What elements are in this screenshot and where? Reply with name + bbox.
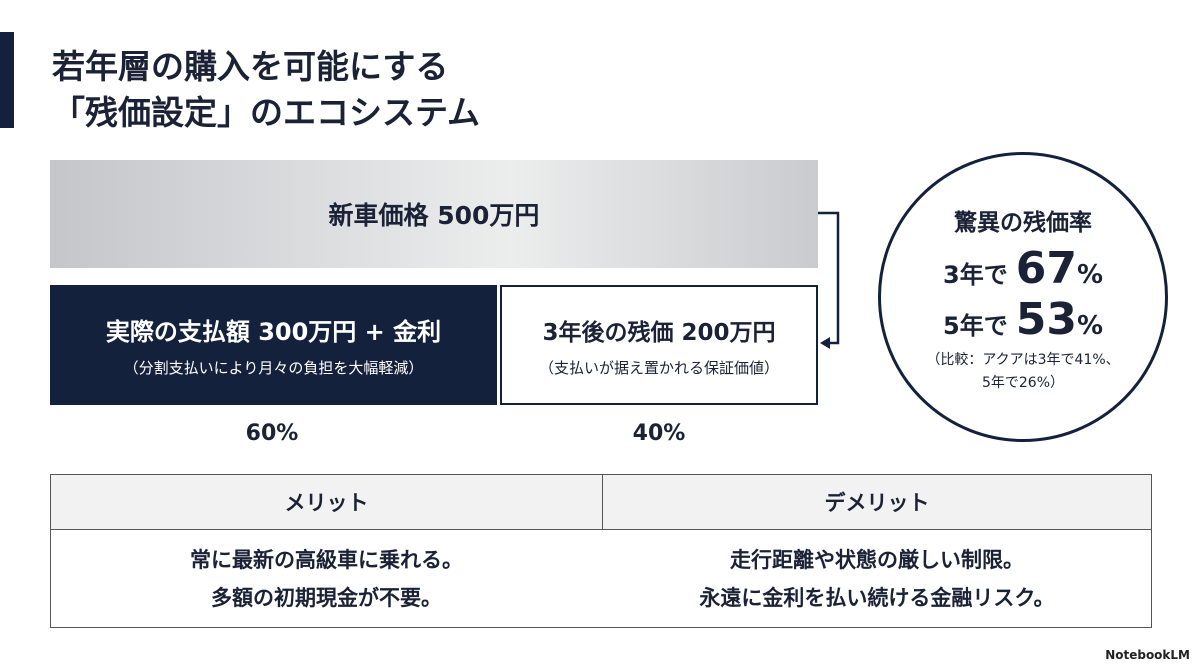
- rate-unit: %: [1076, 259, 1103, 290]
- arrow-head: [820, 337, 830, 349]
- title-line: 若年層の購入を可能にする: [52, 47, 449, 86]
- table-header: メリット: [51, 475, 603, 530]
- box-main: 3年後の残価 200万円: [542, 319, 776, 346]
- brand: NotebookLM: [1105, 648, 1190, 662]
- circle: 驚異の残価率 3年で 67 % 5年で 53 % （比較：アクアは3年で41%、…: [878, 152, 1168, 442]
- share: 40%: [632, 421, 686, 446]
- rate-value: 53: [1015, 293, 1077, 345]
- share: 60%: [245, 421, 299, 446]
- bar-label: 新車価格 500万円: [328, 201, 540, 230]
- rate-unit: %: [1076, 310, 1103, 341]
- box-main: 実際の支払額 300万円 + 金利: [105, 318, 442, 346]
- right-box: 3年後の残価 200万円 （支払いが据え置かれる保証価値）: [500, 285, 818, 405]
- rate-label: 5年で: [943, 311, 1008, 340]
- table-cell: 常に最新の高級車に乗れる。 多額の初期現金が不要。: [51, 531, 602, 627]
- rate-label: 3年で: [943, 260, 1008, 289]
- table-header: デメリット: [603, 475, 1151, 530]
- rate-value: 67: [1015, 242, 1077, 294]
- rate-row: 5年で 53 %: [943, 294, 1103, 345]
- accent-bar: [0, 32, 14, 128]
- circle-title: 驚異の残価率: [954, 209, 1092, 236]
- cell-line: 多額の初期現金が不要。: [211, 586, 442, 610]
- left-box: 実際の支払額 300万円 + 金利 （分割支払いにより月々の負担を大幅軽減）: [50, 285, 497, 405]
- note: 5年で26%）: [981, 374, 1065, 391]
- table: メリット デメリット 常に最新の高級車に乗れる。 多額の初期現金が不要。 走行距…: [50, 474, 1152, 628]
- bracket: [818, 211, 840, 345]
- cell-line: 走行距離や状態の厳しい制限。: [730, 548, 1024, 572]
- title-line: 「残価設定」のエコシステム: [52, 93, 481, 132]
- cell-line: 常に最新の高級車に乗れる。: [190, 548, 463, 572]
- box-sub: （分割支払いにより月々の負担を大幅軽減）: [123, 359, 424, 377]
- rate-row: 3年で 67 %: [943, 243, 1103, 294]
- box-sub: （支払いが据え置かれる保証価値）: [538, 358, 779, 377]
- table-cell: 走行距離や状態の厳しい制限。 永遠に金利を払い続ける金融リスク。: [603, 531, 1151, 627]
- note: （比較：アクアは3年で41%、: [926, 351, 1120, 368]
- cell-line: 永遠に金利を払い続ける金融リスク。: [699, 586, 1055, 610]
- top-bar: 新車価格 500万円: [50, 160, 818, 268]
